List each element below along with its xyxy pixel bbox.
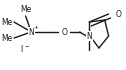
- Text: Me: Me: [2, 18, 13, 27]
- Text: −: −: [24, 43, 29, 49]
- Text: N: N: [86, 32, 92, 41]
- Text: N: N: [28, 28, 34, 36]
- Text: I: I: [21, 46, 23, 55]
- Text: O: O: [115, 10, 121, 18]
- Text: Me: Me: [20, 5, 31, 14]
- Text: O: O: [61, 28, 67, 36]
- Text: +: +: [34, 24, 39, 29]
- Text: Me: Me: [2, 34, 13, 42]
